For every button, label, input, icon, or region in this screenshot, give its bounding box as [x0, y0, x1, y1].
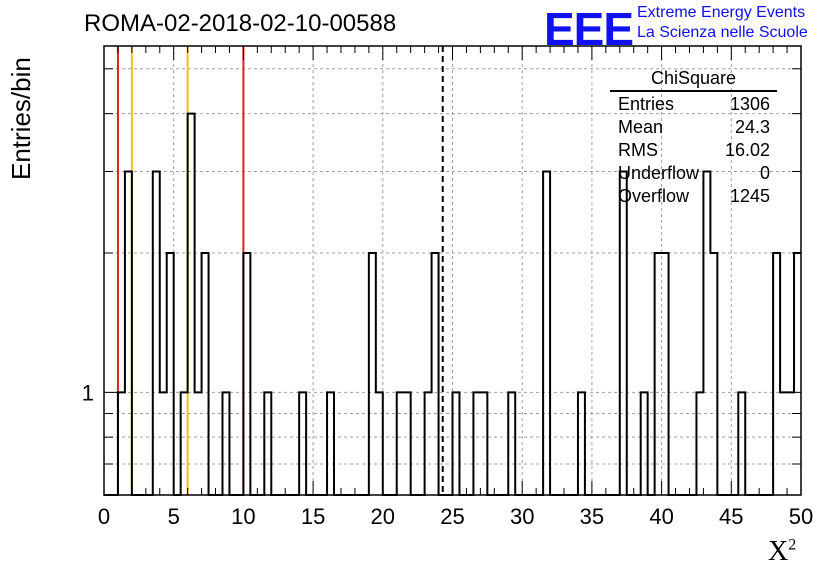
histogram-bin: [794, 253, 801, 495]
histogram-bin: [125, 171, 132, 495]
histogram-bin: [202, 253, 209, 495]
histogram-bin: [181, 392, 188, 495]
stats-box-title: ChiSquare: [650, 68, 737, 88]
histogram-bin: [508, 392, 515, 495]
histogram-bin: [655, 253, 662, 495]
histogram-bin: [453, 392, 460, 495]
x-axis-label: X2: [768, 536, 797, 567]
histogram-bin: [620, 171, 627, 495]
histogram-bin: [738, 392, 745, 495]
histogram-bin: [327, 392, 334, 495]
histogram-bin: [160, 392, 167, 495]
x-tick-label: 20: [371, 504, 395, 529]
histogram-bin: [264, 392, 271, 495]
x-tick-label: 40: [649, 504, 673, 529]
x-tick-label: 35: [580, 504, 604, 529]
histogram-bin: [376, 392, 383, 495]
histogram-bin: [696, 392, 703, 495]
stats-row-entries: Entries 1306: [618, 94, 770, 114]
stats-box-rule: [610, 90, 777, 92]
stats-row-overflow: Overflow 1245: [618, 186, 770, 206]
histogram-bin: [703, 171, 710, 495]
x-tick-label: 0: [98, 504, 110, 529]
histogram-bin: [773, 253, 780, 495]
y-axis-label: Entries/bin: [6, 57, 36, 180]
histogram-bin: [397, 392, 404, 495]
histogram-bin: [578, 392, 585, 495]
histogram-bin: [432, 253, 439, 495]
histogram-bin: [369, 253, 376, 495]
histogram-bin: [243, 253, 250, 495]
x-tick-label: 50: [789, 504, 813, 529]
histogram-bin: [543, 171, 550, 495]
histogram-bin: [188, 114, 195, 495]
histogram-bin: [404, 392, 411, 495]
x-tick-label: 10: [231, 504, 255, 529]
histogram-bin: [153, 171, 160, 495]
histogram-bin: [787, 392, 794, 495]
x-tick-label: 30: [510, 504, 534, 529]
logo-line-2: La Scienza nelle Scuole: [637, 24, 808, 41]
histogram-bin: [662, 253, 669, 495]
x-tick-label: 15: [301, 504, 325, 529]
x-tick-label: 5: [168, 504, 180, 529]
axis-ticks: 0 5 10 15 20 25 30 35 40 45 50 1: [82, 46, 813, 529]
eee-logo: EEE: [544, 3, 634, 55]
histogram-bin: [710, 253, 717, 495]
histogram-bin: [425, 392, 432, 495]
histogram-bin: [473, 392, 480, 495]
histogram-bin: [480, 392, 487, 495]
histogram-bin: [780, 392, 787, 495]
stats-row-underflow: Underflow 0: [618, 163, 770, 183]
histogram-bin: [299, 392, 306, 495]
histogram-bin: [118, 392, 125, 495]
x-tick-label: 25: [440, 504, 464, 529]
histogram-bin: [222, 392, 229, 495]
stats-row-mean: Mean 24.3: [618, 117, 770, 137]
histogram-bin: [641, 392, 648, 495]
chart-title: ROMA-02-2018-02-10-00588: [84, 10, 397, 37]
y-tick-label: 1: [82, 380, 94, 405]
histogram-bin: [195, 392, 202, 495]
histogram-bin: [167, 253, 174, 495]
logo-line-1: Extreme Energy Events: [637, 4, 806, 21]
x-tick-label: 45: [719, 504, 743, 529]
stats-row-rms: RMS 16.02: [618, 140, 770, 160]
